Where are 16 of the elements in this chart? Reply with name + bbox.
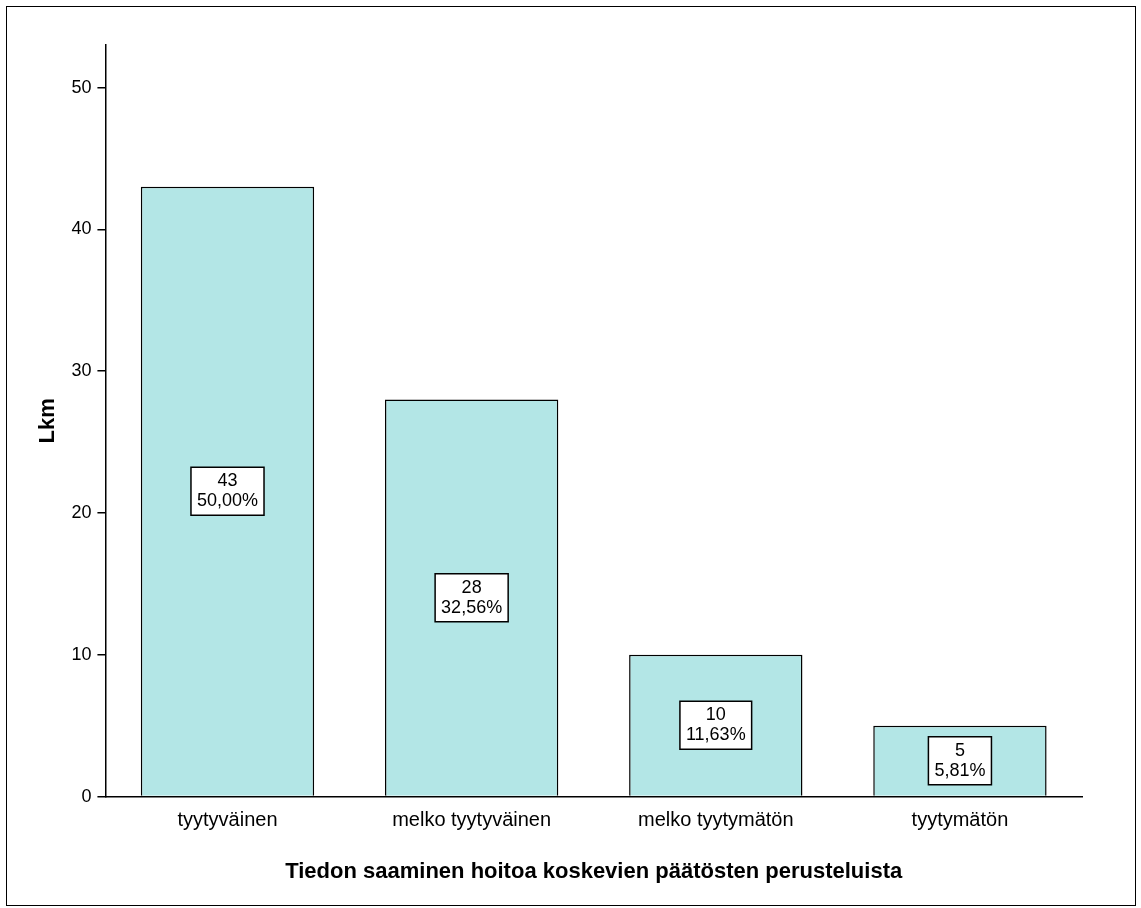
x-tick-label: tyytyväinen [177,808,278,831]
data-label: 5 5,81% [934,739,986,780]
y-tick-label: 30 [71,360,92,381]
y-axis-title: Lkm [34,398,60,444]
y-tick-label: 40 [71,218,92,239]
y-tick-label: 20 [71,501,92,522]
x-tick-label: melko tyytyväinen [392,808,552,831]
data-label: 10 11,63% [685,704,746,745]
x-axis-title: Tiedon saaminen hoitoa koskevien päätösten perusteluista [285,857,903,883]
y-tick-label: 0 [81,785,92,806]
y-tick-label: 10 [71,643,92,664]
x-tick-label: tyytymätön [911,808,1009,831]
x-tick-label: melko tyytymätön [637,808,794,831]
data-label: 28 32,56% [441,576,503,617]
data-label: 43 50,00% [196,470,259,511]
y-tick-label: 50 [71,76,92,97]
